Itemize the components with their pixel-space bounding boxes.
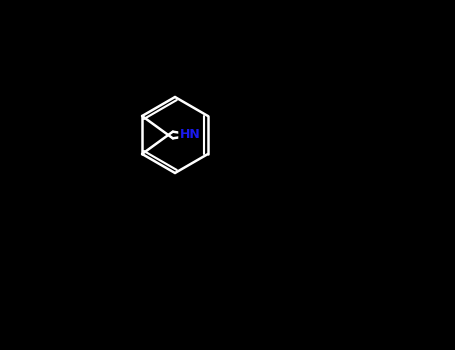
Text: HN: HN [180, 128, 200, 141]
